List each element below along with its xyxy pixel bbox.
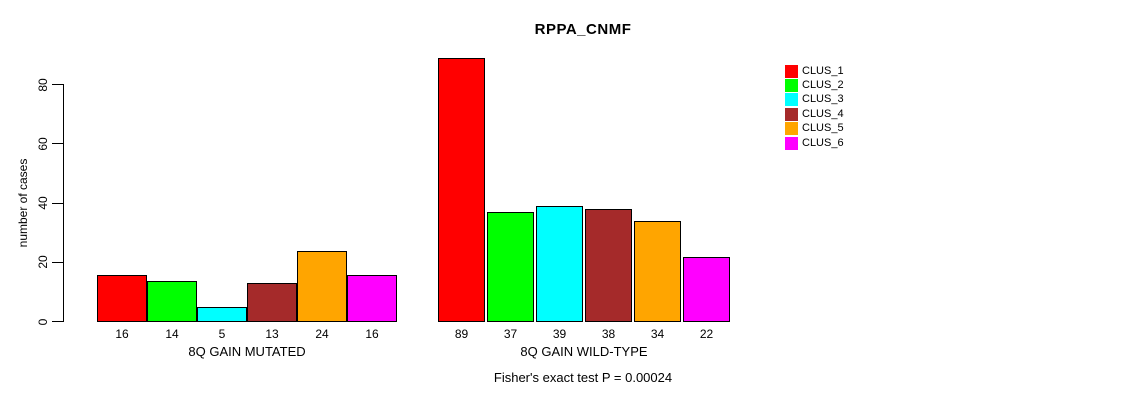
legend-item: CLUS_6 — [785, 136, 844, 150]
bar-clus-3 — [197, 307, 247, 322]
bar-clus-3 — [536, 206, 583, 322]
legend: CLUS_1 CLUS_2 CLUS_3 CLUS_4 CLUS_5 CLUS_6 — [785, 64, 844, 150]
legend-swatch-icon — [785, 64, 798, 78]
group-label-mutated: 8Q GAIN MUTATED — [188, 344, 306, 359]
bar-clus-1 — [438, 58, 485, 322]
legend-label: CLUS_4 — [802, 107, 844, 120]
legend-label: CLUS_5 — [802, 122, 844, 135]
legend-swatch-icon — [785, 122, 798, 136]
bar-value-label: 22 — [699, 327, 714, 341]
bar-value-label: 13 — [265, 327, 279, 341]
bar-value-label: 89 — [454, 327, 469, 341]
legend-swatch-icon — [785, 107, 798, 121]
legend-label: CLUS_6 — [802, 136, 844, 149]
legend-swatch-icon — [785, 93, 798, 107]
y-axis-line — [63, 84, 64, 322]
legend-label: CLUS_2 — [802, 79, 844, 92]
bar-value-label: 24 — [315, 327, 329, 341]
y-tick — [52, 321, 63, 322]
y-tick-label: 80 — [36, 77, 50, 92]
y-tick — [52, 84, 63, 85]
bar-clus-2 — [147, 281, 197, 322]
y-tick-label: 0 — [36, 318, 50, 325]
legend-item: CLUS_3 — [785, 93, 844, 107]
bar-value-label: 39 — [552, 327, 567, 341]
bar-clus-1 — [97, 275, 147, 322]
chart-title: RPPA_CNMF — [534, 21, 632, 38]
bar-clus-6 — [347, 275, 397, 322]
bar-value-label: 16 — [115, 327, 129, 341]
legend-label: CLUS_1 — [802, 64, 844, 77]
y-tick — [52, 202, 63, 204]
bar-value-label: 38 — [601, 327, 616, 341]
y-tick — [52, 143, 63, 145]
legend-swatch-icon — [785, 136, 798, 150]
legend-item: CLUS_1 — [785, 64, 844, 78]
bar-clus-5 — [634, 221, 681, 322]
y-tick-label: 40 — [36, 196, 50, 210]
legend-item: CLUS_4 — [785, 107, 844, 121]
legend-swatch-icon — [785, 79, 798, 93]
bar-value-label: 37 — [503, 327, 518, 341]
bar-clus-4 — [585, 209, 632, 322]
bar-clus-4 — [247, 283, 297, 322]
bar-value-label: 34 — [650, 327, 665, 341]
bar-value-label: 5 — [218, 327, 226, 341]
bar-value-label: 14 — [165, 327, 179, 341]
bar-clus-5 — [297, 251, 347, 322]
y-tick-label: 60 — [36, 137, 50, 151]
legend-item: CLUS_2 — [785, 78, 844, 93]
legend-item: CLUS_5 — [785, 122, 844, 136]
legend-label: CLUS_3 — [802, 93, 844, 106]
y-axis-label: number of cases — [16, 158, 30, 248]
bar-value-label: 16 — [365, 327, 379, 341]
fisher-test-annotation: Fisher's exact test P = 0.00024 — [493, 370, 673, 385]
y-tick — [52, 261, 63, 263]
y-tick-label: 20 — [36, 255, 50, 269]
bar-clus-6 — [683, 257, 730, 322]
bar-clus-2 — [487, 212, 534, 322]
group-label-wild-type: 8Q GAIN WILD-TYPE — [520, 344, 648, 359]
